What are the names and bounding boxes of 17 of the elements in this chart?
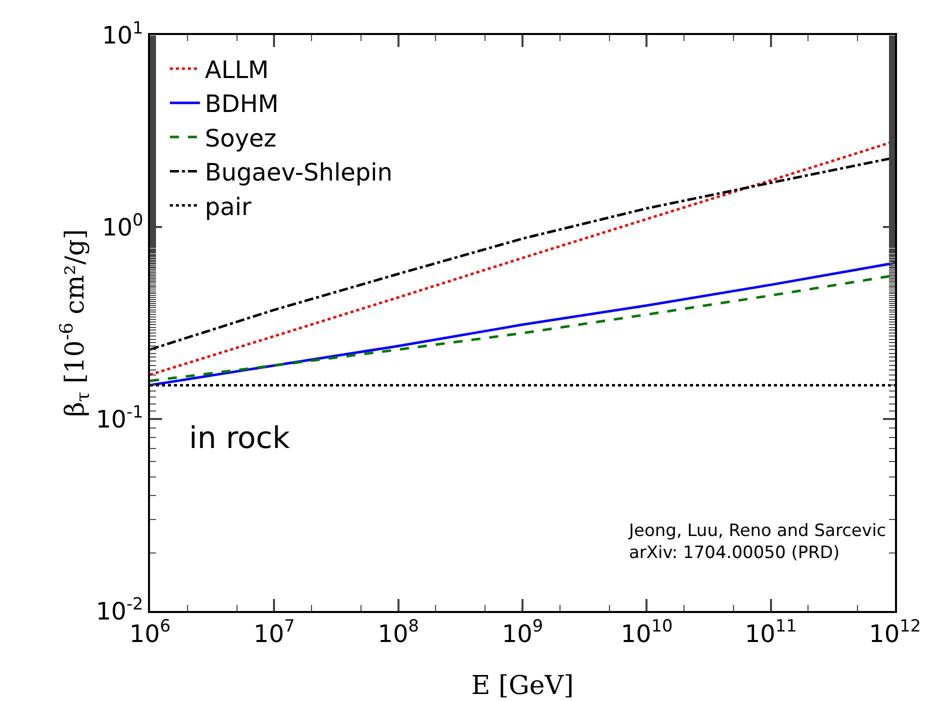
x-axis-title: E [GeV] (471, 671, 574, 701)
x-tick-label: 10$^{11}$ (744, 616, 797, 648)
x-tick-label: 10$^{10}$ (620, 616, 673, 648)
legend-label: ALLM (204, 56, 269, 84)
legend-label: Soyez (204, 124, 276, 152)
x-tick-label: 10$^{7}$ (254, 616, 295, 648)
y-tick-label: 10$^{1}$ (102, 17, 144, 50)
x-tick-label: 10$^{12}$ (869, 616, 921, 648)
y-tick-label: 10$^{-1}$ (96, 401, 144, 434)
y-tick-label: 10$^{0}$ (102, 209, 144, 242)
annotation: in rock (189, 421, 290, 456)
legend-label: Bugaev-Shlepin (204, 158, 392, 187)
annotation: Jeong, Luu, Reno and Sarcevic arXiv: 1704.00050 (PRD) (628, 521, 886, 564)
legend-label: BDHM (204, 90, 279, 118)
x-tick-label: 10$^{8}$ (378, 616, 419, 648)
x-tick-label: 10$^{9}$ (502, 616, 544, 648)
legend-label: pair (204, 192, 252, 221)
